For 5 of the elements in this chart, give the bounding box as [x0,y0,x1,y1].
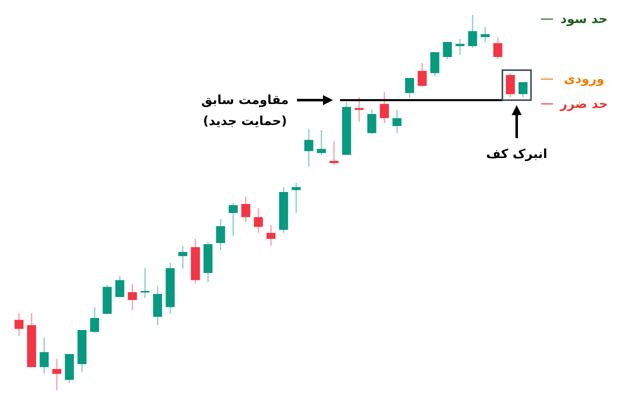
annotation: انبرک کف [486,146,548,162]
ref-line-label: حد سود [560,11,608,28]
ref-line-label: حد ضرر [559,96,608,112]
ref-line-label: ورودی [564,71,604,88]
ref-line-label: مقاومت سابق (حمایت جدید) [201,92,289,128]
